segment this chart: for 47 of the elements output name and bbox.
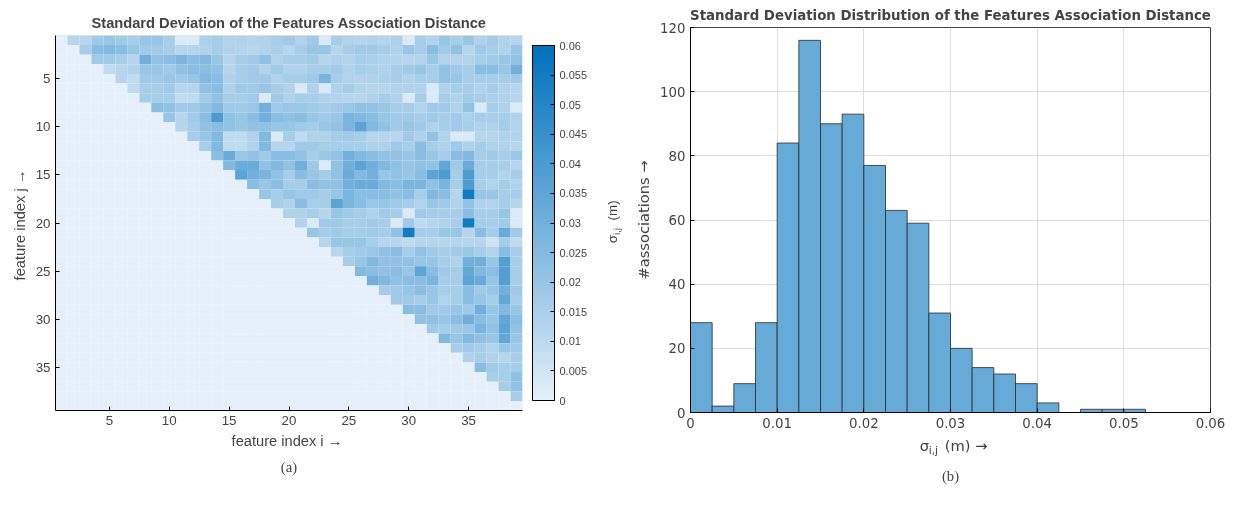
y-tick-label: 25: [35, 263, 51, 279]
x-tick-label: 15: [221, 412, 237, 428]
y-tick-label: 35: [35, 359, 51, 375]
y-tick-label: 80: [668, 148, 686, 164]
color-bar-label: 0.055: [559, 69, 588, 82]
x-tick-label: 0.05: [1109, 415, 1139, 431]
y-tick-label: 120: [660, 20, 686, 36]
y-tick-label: 30: [35, 311, 51, 327]
x-tick-label: 0.01: [762, 415, 793, 431]
x-tick-label: 0.02: [849, 415, 879, 431]
color-bar-label: 0.03: [559, 217, 581, 229]
x-tick-label: 0.03: [935, 415, 966, 431]
x-tick-label: 10: [161, 412, 177, 428]
color-bar-label: 0.05: [559, 98, 581, 111]
x-tick-label: 0.06: [1195, 415, 1226, 431]
y-tick-label: 40: [668, 277, 686, 293]
color-bar-label: 0.025: [559, 246, 588, 259]
x-tick-label: 25: [341, 412, 357, 428]
color-bar-label: 0.01: [559, 335, 581, 348]
x-tick-label: 30: [401, 412, 417, 428]
color-bar-label: 0.02: [559, 276, 581, 289]
color-bar-label: 0.035: [559, 187, 588, 200]
color-bar-label: 0.045: [559, 128, 588, 141]
y-tick-label: 15: [35, 167, 51, 183]
y-tick-label: 5: [43, 71, 51, 87]
color-bar-label: 0.005: [559, 364, 588, 377]
text: (b): [941, 467, 960, 485]
y-tick-label: 20: [668, 341, 686, 357]
color-bar-label: 0: [559, 394, 566, 407]
text: (a): [280, 458, 298, 476]
y-tick-label: 20: [35, 215, 51, 231]
color-bar-label: 0.04: [559, 157, 581, 170]
chart-title: Standard Deviation of the Features Association Distance: [91, 14, 486, 31]
chart-title: Standard Deviation Distribution of the Features Association Distance: [690, 7, 1211, 23]
x-tick-label: 0.04: [1022, 415, 1053, 431]
x-tick-label: 35: [461, 412, 477, 428]
x-tick-label: 20: [281, 412, 297, 428]
y-tick-label: 60: [668, 213, 686, 228]
color-bar-label: 0.015: [559, 305, 588, 318]
y-axis-title: #associations →: [635, 160, 653, 280]
x-axis-title: feature index i →: [231, 432, 343, 449]
color-bar-label: 0.06: [559, 39, 581, 52]
y-tick-label: 100: [660, 84, 686, 100]
x-tick-label: 5: [105, 412, 114, 428]
y-tick-label: 10: [35, 119, 51, 135]
y-axis-title: feature index j →: [11, 169, 28, 281]
color-bar-title: σi,j (m): [605, 200, 622, 244]
